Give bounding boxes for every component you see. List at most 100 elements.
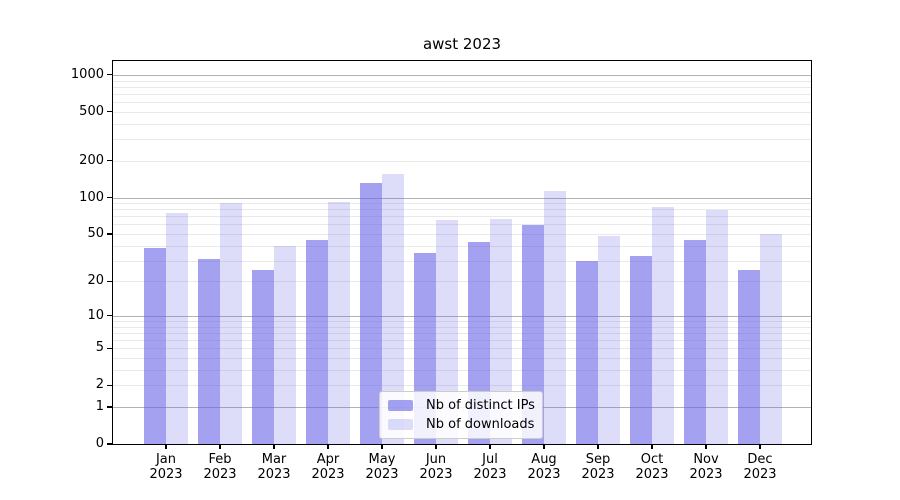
bar-downloads-dec [760,234,782,444]
x-tick-mark [543,445,545,449]
bar-downloads-jul [490,219,512,444]
x-tick-mark [381,445,383,449]
y-tick-mark [107,315,112,317]
legend: Nb of distinct IPs Nb of downloads [379,391,543,439]
x-tick-label: Sep 2023 [568,452,628,482]
x-tick-month: Jan [155,452,177,467]
y-tick-label: 1 [95,399,104,414]
x-tick-label: Apr 2023 [298,452,358,482]
y-tick-label: 100 [79,189,104,205]
y-tick-label: 2 [95,377,104,393]
gridline-minor [113,209,811,211]
x-tick-mark [489,445,491,449]
bar-downloads-aug [544,190,566,444]
x-tick-month: May [368,452,396,467]
gridline-minor [113,123,811,125]
x-tick-month: Nov [693,452,719,467]
gridline-minor [113,86,811,88]
y-tick-mark [107,347,112,349]
x-tick-mark [219,445,221,449]
y-tick-mark [107,443,112,445]
x-tick-mark [597,445,599,449]
x-tick-label: May 2023 [352,452,412,482]
gridline-minor [113,203,811,204]
x-tick-label: Nov 2023 [676,452,736,482]
y-tick-mark [107,111,112,113]
y-tick-mark [107,196,112,199]
x-tick-month: Feb [208,452,232,467]
chart-title: awst 2023 [422,35,502,53]
x-tick-year: 2023 [149,467,183,482]
gridline-minor [113,340,811,342]
bar-downloads-may [382,174,404,444]
y-tick-label: 10 [87,307,104,323]
bar-downloads-nov [706,209,728,444]
x-tick-month: Jun [425,452,447,467]
bar-distinct-ips-jan [144,248,166,444]
x-tick-label: Dec 2023 [730,452,790,482]
y-tick-mark [107,233,112,235]
bar-downloads-mar [274,245,296,444]
legend-label-distinct-ips: Nb of distinct IPs [426,398,535,413]
gridline-minor [113,260,811,262]
gridline-minor [113,385,811,387]
x-tick-label: Aug 2023 [514,452,574,482]
gridline-minor [113,358,811,359]
y-tick-mark [107,74,112,76]
gridline-minor [113,326,811,328]
gridline-minor [113,224,811,226]
gridline-minor [113,94,811,95]
x-tick-year: 2023 [419,467,453,482]
y-tick-mark [107,406,112,408]
x-tick-mark [705,445,707,449]
gridline-minor [113,216,811,218]
bar-distinct-ips-sep [576,260,598,444]
gridline-major [113,74,811,76]
x-tick-mark [327,445,329,449]
gridline-minor [113,102,811,104]
gridline-minor [113,321,811,322]
x-tick-mark [165,445,167,449]
x-tick-year: 2023 [203,467,237,482]
x-tick-year: 2023 [581,467,615,482]
bar-distinct-ips-nov [684,239,706,444]
bar-distinct-ips-oct [630,255,652,444]
gridline-minor [113,369,811,371]
x-tick-label: Jun 2023 [406,452,466,482]
x-tick-year: 2023 [257,467,291,482]
plot-area: Nb of distinct IPs Nb of downloads [112,60,812,445]
x-tick-month: Sep [585,452,611,467]
x-tick-year: 2023 [689,467,723,482]
bars [113,61,811,444]
x-tick-year: 2023 [365,467,399,482]
x-tick-month: Jul [482,452,498,467]
bar-downloads-jun [436,220,458,444]
gridline-minor [113,245,811,247]
bar-distinct-ips-may [360,182,382,444]
bar-downloads-jan [166,213,188,444]
x-tick-month: Apr [316,452,340,467]
y-tick-label: 1000 [70,66,104,82]
x-tick-month: Aug [531,452,557,467]
y-tick-label: 200 [79,152,104,168]
x-tick-month: Mar [261,452,287,467]
x-tick-label: Oct 2023 [622,452,682,482]
x-tick-label: Jan 2023 [136,452,196,482]
x-tick-mark [435,445,437,449]
x-tick-mark [273,445,275,449]
x-tick-year: 2023 [635,467,669,482]
x-tick-mark [759,445,761,449]
gridline-minor [113,332,811,334]
y-tick-label: 500 [79,103,104,119]
bar-downloads-sep [598,236,620,444]
y-tick-label: 5 [95,340,104,356]
y-tick-label: 20 [87,273,104,289]
bar-distinct-ips-dec [738,270,760,444]
gridline-minor [113,111,811,113]
gridline-minor [113,234,811,235]
x-tick-label: Feb 2023 [190,452,250,482]
bar-distinct-ips-feb [198,258,220,444]
gridline-minor [113,139,811,141]
legend-label-downloads: Nb of downloads [426,417,535,432]
y-tick-mark [107,280,112,282]
